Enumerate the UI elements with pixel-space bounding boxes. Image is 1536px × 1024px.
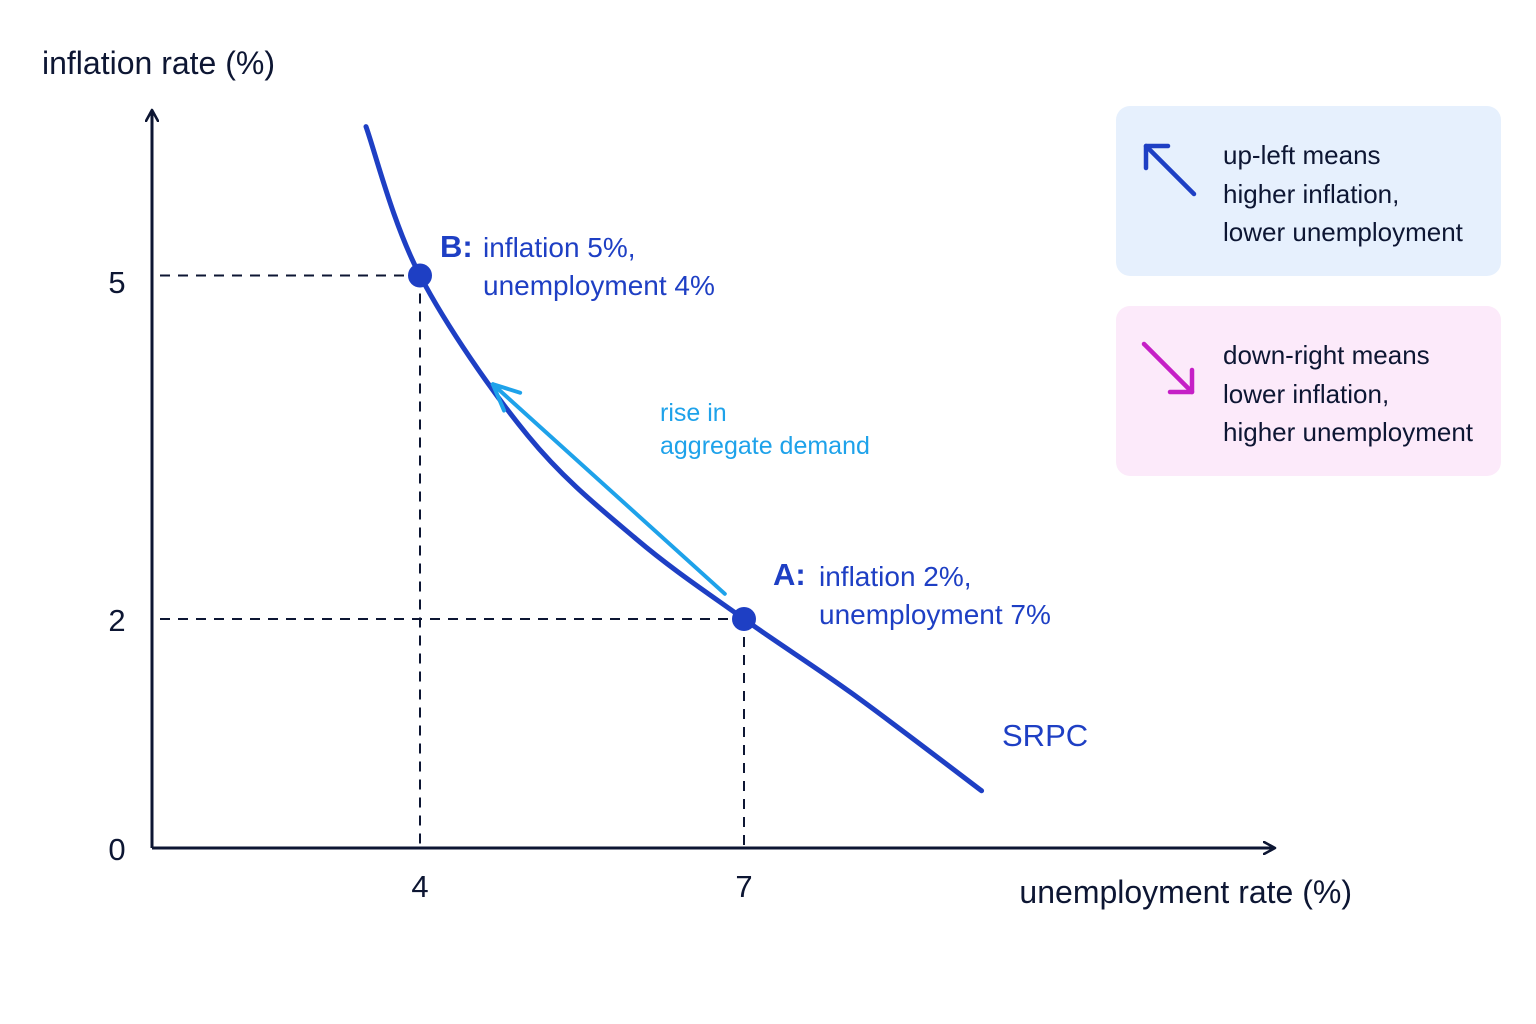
y-tick-label: 5 <box>108 265 125 300</box>
arrow-down-right-icon <box>1141 341 1195 395</box>
key-line: lower unemployment <box>1223 217 1463 247</box>
arrow-up-left-icon <box>1143 143 1197 197</box>
guide-lines <box>160 274 745 848</box>
x-tick-label: 4 <box>411 869 428 904</box>
point-a-letter: A: <box>773 557 806 592</box>
point-a-label: inflation 2%, <box>819 561 972 592</box>
key-line: down-right means <box>1223 340 1430 370</box>
key-line: higher unemployment <box>1223 417 1474 447</box>
up-left-key-text: up-left means higher inflation, lower un… <box>1223 136 1463 252</box>
aggregate-demand-arrow <box>490 382 727 596</box>
point-b-letter: B: <box>440 229 473 264</box>
y-tick-label: 2 <box>108 603 125 638</box>
srpc-series-label: SRPC <box>1002 718 1088 753</box>
down-right-key-text: down-right means lower inflation, higher… <box>1223 336 1473 452</box>
aggregate-demand-label: rise in <box>660 399 727 427</box>
point-b-label: inflation 5%, <box>483 232 636 263</box>
down-right-key-panel: down-right means lower inflation, higher… <box>1116 306 1501 476</box>
key-line: up-left means <box>1223 140 1381 170</box>
y-tick-label: 0 <box>108 832 125 867</box>
point-a-label: unemployment 7% <box>819 599 1051 630</box>
key-line: higher inflation, <box>1223 178 1400 209</box>
y-axis-title: inflation rate (%) <box>42 45 275 81</box>
x-axis-title: unemployment rate (%) <box>1019 874 1352 910</box>
point-b-label: unemployment 4% <box>483 270 715 301</box>
x-tick-label: 7 <box>735 869 752 904</box>
aggregate-demand-label: aggregate demand <box>660 432 870 460</box>
up-left-key-panel: up-left means higher inflation, lower un… <box>1116 106 1501 276</box>
key-line: lower inflation, <box>1223 378 1390 409</box>
point-b-marker <box>408 263 432 288</box>
point-a-marker <box>732 607 756 631</box>
